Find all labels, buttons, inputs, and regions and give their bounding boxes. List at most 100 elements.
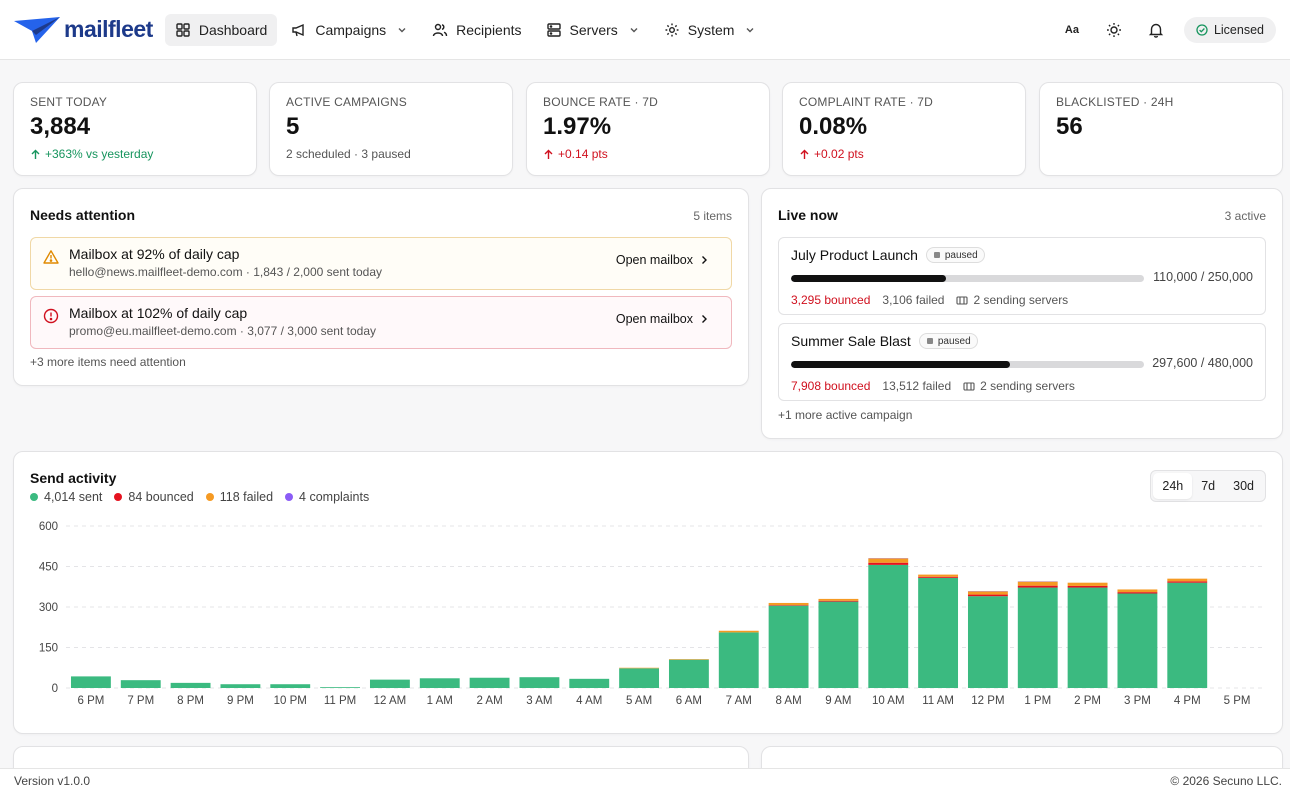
campaign-progress-bar (791, 275, 1144, 282)
more-campaigns-link[interactable]: +1 more active campaign (778, 408, 913, 422)
bar-failed[interactable] (918, 574, 959, 577)
campaign-card[interactable]: July Product Launch paused 110,000 / 250… (778, 237, 1266, 315)
bar-sent[interactable] (1117, 593, 1158, 689)
alert-circle-icon (43, 308, 59, 324)
bar-sent[interactable] (120, 680, 161, 688)
notifications-button[interactable] (1142, 16, 1170, 44)
brand-logo[interactable]: mailfleet (14, 15, 153, 45)
legend-dot (205, 493, 214, 501)
bar-sent[interactable] (668, 659, 709, 688)
bar-bounced[interactable] (1017, 585, 1058, 588)
open-mailbox-link[interactable]: Open mailbox (616, 312, 709, 326)
arrow-up-icon (31, 149, 40, 159)
bar-bounced[interactable] (1167, 581, 1208, 583)
license-label: Licensed (1213, 22, 1264, 37)
bar-sent[interactable] (619, 668, 660, 688)
brand-name: mailfleet (64, 16, 153, 42)
bar-sent[interactable] (967, 596, 1008, 688)
range-7d[interactable]: 7d (1201, 479, 1216, 493)
bar-sent[interactable] (220, 684, 261, 688)
bar-bounced[interactable] (868, 562, 909, 565)
bar-failed[interactable] (668, 659, 709, 660)
copyright: © 2026 Secuno LLC. (1170, 773, 1282, 788)
bar-failed[interactable] (1067, 582, 1108, 586)
nav-servers[interactable]: Servers (536, 14, 650, 46)
range-24h[interactable]: 24h (1153, 473, 1193, 499)
bar-sent[interactable] (369, 679, 410, 688)
bar-failed[interactable] (1117, 589, 1158, 593)
footer: Version v1.0.0 © 2026 Secuno LLC. (0, 768, 1290, 792)
y-tick-label: 150 (39, 643, 58, 655)
nav-campaigns[interactable]: Campaigns (281, 14, 418, 46)
stat-label: BOUNCE RATE · 7D (543, 95, 658, 109)
legend-item-bounced: 84 bounced (114, 490, 194, 504)
legend-item-complaints: 4 complaints (285, 490, 369, 504)
bar-sent[interactable] (918, 577, 959, 688)
bar-sent[interactable] (270, 684, 311, 688)
stat-trend: +0.02 pts (799, 147, 1009, 161)
x-tick-label: 8 PM (177, 695, 204, 707)
more-attention-link[interactable]: +3 more items need attention (30, 355, 186, 369)
bar-sent[interactable] (519, 677, 560, 688)
status-label: paused (944, 249, 978, 261)
sun-icon (1106, 22, 1121, 37)
stat-label: SENT TODAY (30, 95, 108, 109)
bar-sent[interactable] (170, 682, 211, 688)
bar-sent[interactable] (419, 678, 460, 688)
x-tick-label: 5 AM (626, 695, 652, 707)
bar-sent[interactable] (718, 632, 759, 688)
bar-sent[interactable] (569, 678, 610, 688)
bar-failed[interactable] (619, 667, 660, 669)
chevron-right-icon (702, 256, 707, 264)
status-label: paused (937, 335, 971, 347)
bar-bounced[interactable] (768, 605, 809, 606)
warning-triangle-icon (43, 250, 59, 264)
bar-failed[interactable] (818, 598, 859, 601)
bar-sent[interactable] (1067, 587, 1108, 688)
open-mailbox-label: Open mailbox (615, 253, 693, 267)
bar-sent[interactable] (868, 564, 909, 688)
stat-card-blacklisted: BLACKLISTED · 24H 56 (1039, 82, 1283, 176)
bar-bounced[interactable] (818, 600, 859, 602)
range-30d[interactable]: 30d (1233, 479, 1254, 493)
send-activity-chart: 0 150 300 450 600 6 PM 7 PM 8 PM 9 PM 10 PM 11 PM 1… (39, 521, 1262, 707)
bar-sent[interactable] (70, 676, 111, 688)
bar-failed[interactable] (967, 591, 1008, 595)
theme-toggle[interactable] (1100, 16, 1128, 44)
x-tick-label: 6 PM (77, 695, 104, 707)
x-tick-label: 11 PM (324, 695, 356, 707)
bar-bounced[interactable] (918, 576, 959, 578)
bar-failed[interactable] (1167, 578, 1208, 582)
bar-sent[interactable] (818, 601, 859, 688)
font-size-toggle[interactable]: Aa (1064, 23, 1079, 36)
x-tick-label: 2 PM (1074, 695, 1101, 707)
bar-failed[interactable] (1017, 581, 1058, 586)
bar-failed[interactable] (768, 602, 809, 606)
bar-sent[interactable] (320, 687, 361, 688)
bar-sent[interactable] (1017, 587, 1058, 688)
bar-failed[interactable] (868, 558, 909, 563)
legend-dot (285, 493, 294, 501)
campaign-card[interactable]: Summer Sale Blast paused 297,600 / 480,0… (778, 323, 1266, 401)
bar-sent[interactable] (768, 605, 809, 688)
bar-sent[interactable] (1167, 582, 1208, 688)
bell-icon (1148, 23, 1164, 38)
top-navbar: mailfleet Dashboard Campaigns Recipients… (0, 0, 1290, 60)
x-tick-label: 9 AM (825, 695, 851, 707)
bar-bounced[interactable] (1067, 585, 1108, 588)
license-badge[interactable]: Licensed (1183, 16, 1276, 43)
bar-failed[interactable] (718, 630, 759, 633)
nav-system[interactable]: System (654, 14, 767, 46)
legend-dot (114, 493, 123, 501)
nav-recipients-label: Recipients (456, 21, 522, 38)
open-mailbox-link[interactable]: Open mailbox (616, 253, 709, 267)
bar-sent[interactable] (469, 677, 510, 688)
nav-dashboard[interactable]: Dashboard (164, 13, 278, 46)
campaign-bounced: 7,908 bounced (791, 379, 871, 393)
nav-recipients[interactable]: Recipients (422, 14, 531, 46)
x-tick-label: 12 PM (971, 695, 1004, 707)
bar-bounced[interactable] (1117, 592, 1158, 594)
legend-item-failed: 118 failed (205, 490, 273, 504)
attention-item-title: Mailbox at 102% of daily cap (69, 305, 248, 321)
bar-bounced[interactable] (967, 594, 1008, 597)
